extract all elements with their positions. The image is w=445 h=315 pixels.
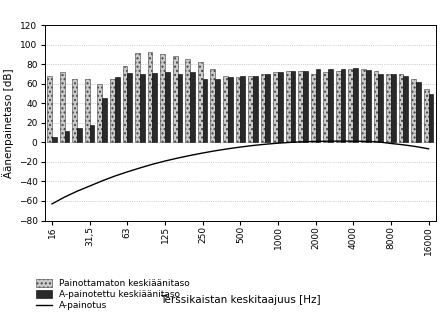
Bar bbox=[97, 84, 102, 142]
Bar bbox=[160, 54, 165, 142]
Bar bbox=[311, 74, 316, 142]
Bar bbox=[102, 98, 107, 142]
Bar bbox=[153, 73, 157, 142]
Bar bbox=[336, 71, 341, 142]
Bar bbox=[185, 59, 190, 142]
Bar bbox=[253, 76, 258, 142]
Bar bbox=[324, 72, 328, 142]
Bar bbox=[73, 79, 77, 142]
Bar bbox=[386, 74, 391, 142]
Bar bbox=[210, 69, 215, 142]
Bar bbox=[165, 72, 170, 142]
Bar bbox=[341, 69, 345, 142]
Bar bbox=[122, 66, 127, 142]
Bar bbox=[316, 69, 320, 142]
Bar bbox=[291, 71, 295, 142]
Bar bbox=[411, 79, 416, 142]
Bar bbox=[303, 71, 308, 142]
Bar bbox=[273, 72, 278, 142]
Bar bbox=[391, 74, 396, 142]
Bar bbox=[378, 74, 383, 142]
Bar bbox=[228, 77, 233, 142]
Bar bbox=[328, 69, 333, 142]
Bar bbox=[140, 74, 145, 142]
Bar bbox=[265, 74, 270, 142]
Bar bbox=[298, 71, 303, 142]
Bar bbox=[399, 74, 404, 142]
Bar bbox=[424, 89, 429, 142]
Bar bbox=[90, 125, 94, 142]
Bar bbox=[135, 53, 140, 142]
Bar bbox=[353, 68, 358, 142]
Bar bbox=[127, 73, 132, 142]
Bar bbox=[235, 77, 240, 142]
Bar bbox=[261, 74, 265, 142]
Bar bbox=[173, 56, 178, 142]
Bar bbox=[429, 94, 433, 142]
Bar bbox=[366, 70, 371, 142]
Bar bbox=[85, 79, 90, 142]
Bar bbox=[223, 76, 228, 142]
Bar bbox=[361, 69, 366, 142]
Bar bbox=[190, 72, 195, 142]
Bar bbox=[278, 72, 283, 142]
Bar bbox=[374, 71, 378, 142]
Bar bbox=[52, 137, 57, 142]
Bar bbox=[60, 72, 65, 142]
Bar bbox=[178, 74, 182, 142]
Bar bbox=[77, 128, 82, 142]
Bar bbox=[47, 76, 52, 142]
Bar bbox=[240, 76, 245, 142]
Bar bbox=[110, 79, 115, 142]
Bar bbox=[198, 62, 202, 142]
Bar bbox=[286, 71, 291, 142]
Bar bbox=[248, 76, 253, 142]
Bar bbox=[215, 79, 220, 142]
Y-axis label: Äänenpainetaso [dB]: Äänenpainetaso [dB] bbox=[3, 68, 14, 178]
Bar bbox=[65, 131, 69, 142]
Bar bbox=[115, 77, 120, 142]
Bar bbox=[202, 79, 207, 142]
Bar bbox=[416, 82, 421, 142]
Bar bbox=[404, 76, 408, 142]
Legend: Painottamaton keskiäänitaso, A-painotettu keskiäänitaso, A-painotus: Painottamaton keskiäänitaso, A-painotett… bbox=[36, 278, 190, 311]
Bar bbox=[148, 52, 153, 142]
Bar bbox=[348, 69, 353, 142]
X-axis label: Terssikaistan keskitaajuus [Hz]: Terssikaistan keskitaajuus [Hz] bbox=[160, 295, 320, 305]
